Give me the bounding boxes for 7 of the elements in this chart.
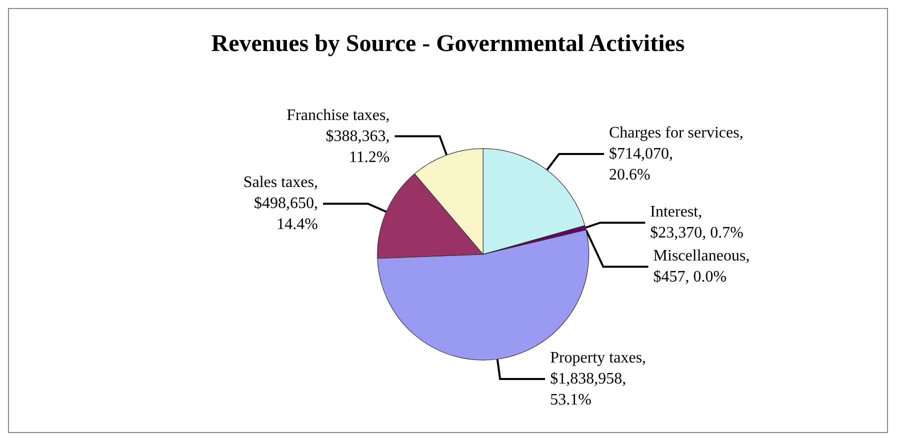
slice-label: Charges for services, $714,070, 20.6% [608, 124, 744, 184]
slice-label: Franchise taxes, $388,363, 11.2% [286, 106, 390, 166]
chart-title: Revenues by Source - Governmental Activities [211, 31, 685, 57]
slice-label: Interest, $23,370, 0.7% [650, 204, 744, 242]
slice-label: Property taxes, $1,838,958, 53.1% [550, 349, 646, 408]
slice-label: Miscellaneous, $457, 0.0% [653, 248, 750, 286]
slice-label: Sales taxes, $498,650, 14.4% [243, 174, 318, 234]
